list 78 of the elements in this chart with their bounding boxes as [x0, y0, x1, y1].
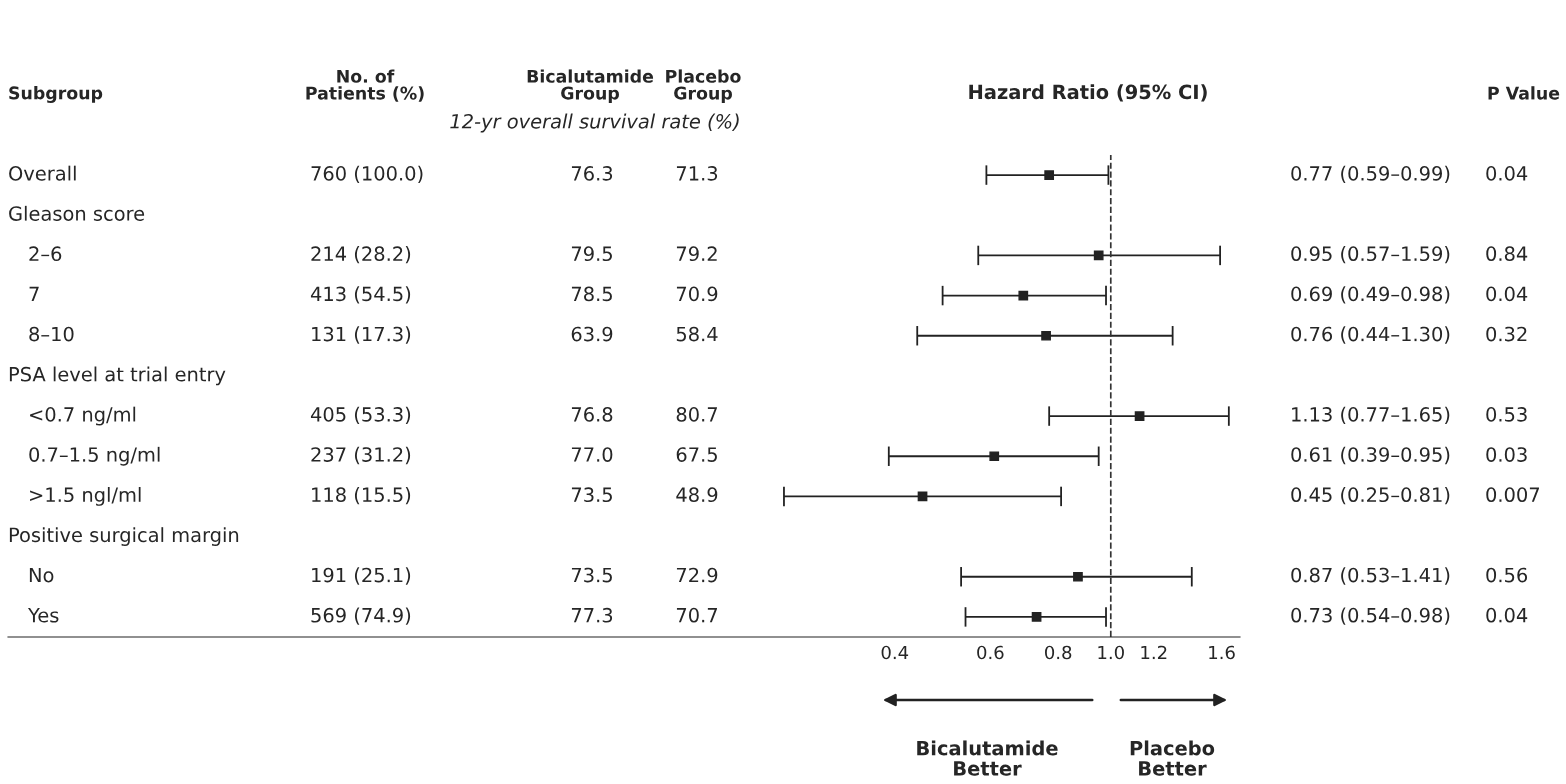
x-tick-label: 0.6	[977, 645, 1004, 660]
text: 73.5	[571, 487, 612, 503]
data-label: 0.95 (0.57–1.59)	[1291, 246, 1450, 264]
text: 71.3	[676, 166, 718, 181]
text: 0.32	[1486, 326, 1527, 342]
y-tick-label: Overall	[9, 165, 76, 181]
y-tick-label: 2–6	[29, 246, 62, 262]
text: 79.5	[571, 246, 612, 262]
y-tick-label: >1.5 ngl/ml	[30, 487, 141, 506]
x-tick-label: 1.6	[1209, 645, 1235, 660]
point	[1018, 290, 1029, 301]
y-tick-label: <0.7 ng/ml	[30, 406, 136, 426]
text: Placebo Group	[666, 69, 741, 103]
y-tick-label: 8–10	[29, 326, 74, 342]
text: P Value	[1488, 86, 1560, 100]
text: No. of Patients (%)	[306, 69, 424, 102]
x-tick-label: 0.4	[881, 645, 909, 660]
text: 70.7	[676, 607, 717, 623]
y-tick-label: 0.7–1.5 ng/ml	[29, 446, 160, 466]
y-tick-label: Positive surgical margin	[9, 527, 239, 546]
data-label: 0.87 (0.53–1.41)	[1291, 567, 1450, 585]
text: 0.56	[1486, 567, 1528, 583]
x-tick-label: 0.8	[1045, 645, 1072, 660]
data-label: 0.77 (0.59–0.99)	[1291, 165, 1450, 184]
x-axis-title: Hazard Ratio (95% CI)	[969, 84, 1207, 102]
text: 569 (74.9)	[311, 607, 411, 625]
text: 73.5	[571, 567, 612, 583]
text: 0.04	[1486, 286, 1528, 302]
y-tick-label: No	[29, 567, 54, 583]
y-tick-label: Gleason score	[9, 205, 145, 221]
text: 0.04	[1486, 607, 1528, 623]
text: 48.9	[676, 487, 718, 503]
data-label: 0.69 (0.49–0.98)	[1291, 286, 1450, 304]
text: 0.53	[1486, 407, 1527, 422]
point	[1041, 330, 1051, 341]
data-label: 0.76 (0.44–1.30)	[1291, 326, 1450, 344]
data-label: 0.73 (0.54–0.98)	[1291, 607, 1450, 625]
text: 67.5	[676, 447, 717, 462]
text: 78.5	[571, 286, 612, 302]
text: Bicalutamide Group	[527, 69, 654, 103]
text: 80.7	[676, 407, 717, 422]
y-tick-label: PSA level at trial entry	[9, 366, 226, 386]
point	[1031, 612, 1042, 622]
y-tick-label: 7	[29, 286, 39, 301]
point	[1073, 571, 1083, 582]
text: Placebo Better	[1130, 740, 1215, 776]
text: 77.3	[571, 607, 613, 623]
text: 191 (25.1)	[312, 567, 411, 585]
text: 0.84	[1486, 246, 1528, 262]
data-label: 0.45 (0.25–0.81)	[1291, 487, 1450, 505]
data-label: 1.13 (0.77–1.65)	[1292, 406, 1450, 425]
text: 0.007	[1486, 487, 1539, 503]
text: 58.4	[676, 326, 718, 342]
point	[1044, 170, 1055, 180]
text: 760 (100.0)	[311, 165, 423, 184]
y-tick-label: Yes	[27, 608, 59, 623]
text: 72.9	[676, 567, 718, 583]
data-label: 0.61 (0.39–0.95)	[1291, 446, 1450, 465]
text: 405 (53.3)	[310, 406, 411, 425]
point	[1093, 250, 1104, 261]
text: 0.03	[1486, 447, 1527, 462]
text: 413 (54.5)	[310, 286, 411, 304]
text: 214 (28.2)	[311, 246, 411, 264]
text: 70.9	[676, 286, 718, 302]
text: 0.04	[1486, 166, 1528, 181]
text: 237 (31.2)	[311, 446, 411, 465]
text: 118 (15.5)	[312, 487, 411, 505]
text: 63.9	[571, 326, 613, 342]
text: 76.3	[571, 166, 613, 181]
x-tick-label: 1.2	[1141, 645, 1167, 660]
text: Subgroup	[9, 86, 103, 103]
text: 131 (17.3)	[312, 326, 411, 344]
text: 12-yr overall survival rate (%)	[450, 113, 739, 133]
text: 79.2	[676, 246, 717, 262]
text: Bicalutamide Better	[917, 740, 1058, 776]
x-tick-label: 1.0	[1098, 645, 1124, 660]
text: 76.8	[571, 407, 613, 422]
text: 77.0	[571, 447, 613, 462]
